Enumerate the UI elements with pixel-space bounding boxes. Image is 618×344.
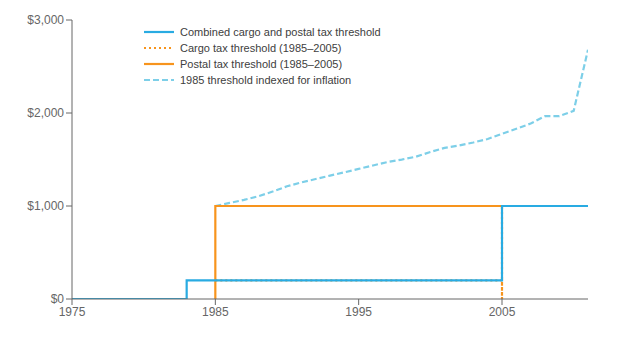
svg-text:$0: $0 xyxy=(51,292,65,306)
svg-text:$3,000: $3,000 xyxy=(27,13,64,27)
html-text:1985 threshold indexed for inf: 1985 threshold indexed for inflation xyxy=(180,74,352,86)
html-text:Cargo tax threshold (1985–2005: Cargo tax threshold (1985–2005) xyxy=(180,42,342,54)
svg-text:1985: 1985 xyxy=(202,305,229,319)
html-text:Combined cargo and postal tax: Combined cargo and postal tax threshold xyxy=(180,26,381,38)
svg-text:$1,000: $1,000 xyxy=(27,199,64,213)
svg-text:2005: 2005 xyxy=(489,305,516,319)
svg-text:$2,000: $2,000 xyxy=(27,106,64,120)
svg-text:1975: 1975 xyxy=(59,305,86,319)
html-text:Postal tax threshold (1985–200: Postal tax threshold (1985–2005) xyxy=(180,58,343,70)
svg-text:1995: 1995 xyxy=(345,305,372,319)
